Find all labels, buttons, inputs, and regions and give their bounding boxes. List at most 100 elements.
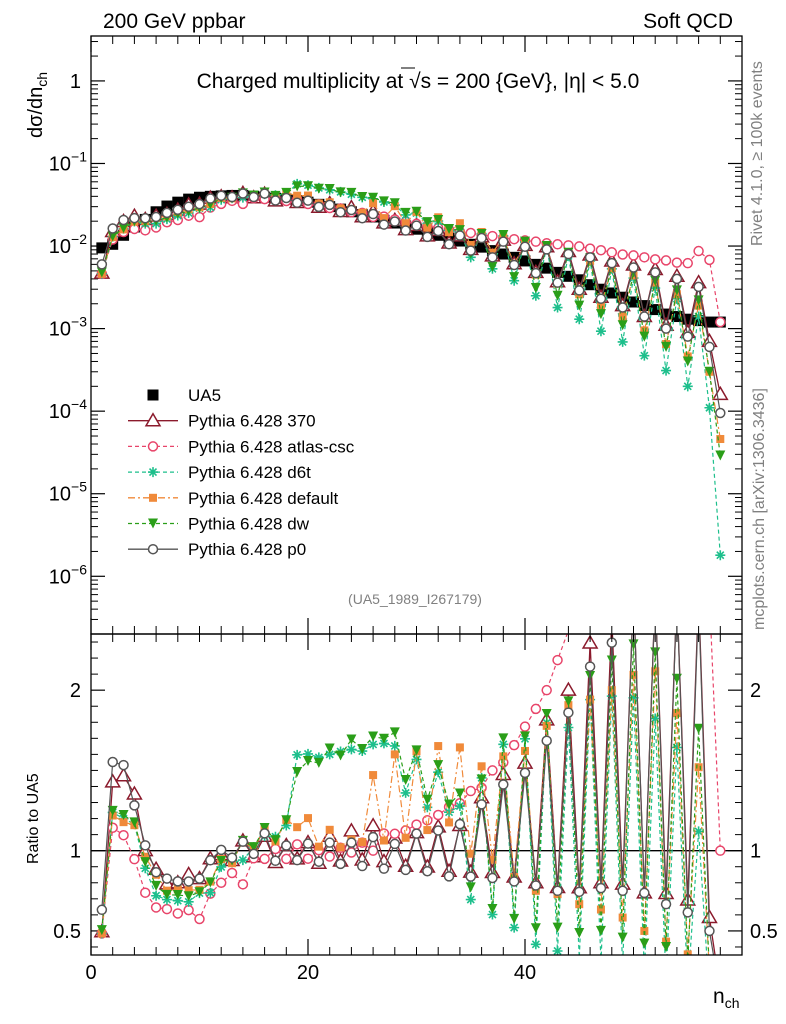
ratio-point-d6t (487, 909, 498, 920)
point-p0 (324, 199, 335, 211)
ratio-point-p0 (96, 904, 108, 916)
point-dw (118, 223, 129, 234)
ratio-point-def (314, 842, 323, 851)
ratio-point-dw (248, 842, 259, 853)
ratio-point-d6t (444, 807, 455, 818)
point-def (293, 191, 302, 200)
x-axis-label-sub: ch (725, 995, 740, 1011)
point-dw (107, 231, 118, 242)
analysis-label: (UA5_1989_I267179) (348, 591, 482, 607)
line-p0 (101, 192, 721, 414)
point-d6t (595, 326, 606, 337)
point-dw (335, 187, 346, 198)
point-atlas (465, 227, 476, 239)
ratio-point-d6t (454, 801, 465, 812)
point-dw (650, 275, 661, 286)
point-ua5 (541, 262, 553, 274)
ratio-point-dw (324, 743, 335, 754)
point-d6t (661, 365, 672, 376)
tick-exp: −5 (71, 479, 87, 495)
ratio-point-dw (357, 744, 368, 755)
legend-marker (149, 493, 157, 502)
point-ua5 (552, 266, 564, 278)
ratio-point-atlas (118, 829, 129, 841)
ratio-point-dw (292, 767, 303, 778)
x-axis: 0 20 40 (85, 36, 721, 984)
ratio-point-dw (465, 882, 476, 893)
ratio-point-def (575, 900, 584, 909)
ratio-point-dw (205, 877, 216, 888)
ratio-point-d6t (303, 748, 313, 759)
ratio-point-p0 (411, 828, 422, 839)
ratio-point-dw (661, 941, 672, 952)
point-p0 (563, 248, 574, 260)
point-p0 (639, 311, 650, 322)
ratio-point-dw (368, 731, 379, 742)
point-atlas (584, 243, 596, 254)
point-p0 (400, 225, 411, 236)
ratio-line-dw (101, 644, 710, 955)
ratio-point-atlas (324, 851, 335, 862)
ratio-point-atlas (552, 654, 563, 666)
ratio-point-p0 (118, 759, 129, 771)
point-ua5 (649, 304, 661, 316)
point-p0 (660, 323, 672, 334)
point-dw (639, 331, 650, 342)
point-def (455, 219, 464, 228)
ratio-point-atlas (129, 853, 140, 865)
point-d6t (574, 314, 585, 325)
ratio-point-dw (530, 923, 541, 934)
legend-marker (147, 441, 159, 452)
point-d6t (530, 290, 541, 301)
ratio-point-p0 (541, 735, 552, 746)
point-atlas (704, 254, 715, 266)
point-p0 (649, 267, 661, 278)
side-text-bottom: mcplots.cern.ch [arXiv:1306.3436] (751, 388, 768, 630)
ratio-series (93, 634, 726, 955)
ratio-point-p0 (270, 855, 281, 867)
main-plot-panel: 110−110−210−310−410−510−6 (49, 35, 743, 635)
ratio-point-dw (563, 696, 574, 707)
ratio-y-tick-label: 2 (70, 680, 81, 702)
ratio-point-def (586, 695, 595, 704)
point-ua5 (584, 279, 596, 291)
main-y-tick-label: 10−5 (49, 479, 87, 506)
legend-label: Pythia 6.428 default (188, 489, 339, 508)
legend-marker (148, 518, 158, 529)
ratio-point-dw (487, 904, 498, 915)
tick-base: 10 (49, 566, 71, 588)
ratio-point-p0 (465, 871, 476, 882)
ratio-point-d6t (693, 826, 704, 837)
tick-base: 10 (49, 319, 71, 341)
plot-title-sqrt: √s (409, 70, 431, 93)
legend-item-ua5: UA5 (147, 386, 221, 405)
ratio-point-dw (595, 925, 606, 936)
ratio-point-atlas (389, 828, 401, 840)
ratio-series-d6t (96, 691, 708, 955)
ratio-point-p0 (563, 707, 574, 718)
legend-item-d6t: Pythia 6.428 d6t (128, 463, 311, 482)
ratio-point-def (434, 742, 443, 751)
point-p0 (606, 257, 618, 269)
ratio-point-p0 (378, 863, 390, 874)
ratio-line-p370 (101, 634, 716, 955)
point-ua5 (562, 270, 574, 282)
point-dw (574, 300, 585, 311)
ratio-point-def (488, 855, 497, 864)
ratio-point-atlas (183, 904, 194, 916)
point-p0 (487, 252, 498, 263)
ratio-point-dw (313, 757, 324, 768)
ratio-point-atlas (259, 853, 270, 865)
ratio-point-d6t (650, 713, 661, 724)
ratio-point-p0 (367, 831, 379, 843)
ratio-point-p0 (107, 756, 118, 768)
point-def (369, 199, 378, 208)
series-p0 (96, 188, 726, 419)
point-p0 (584, 252, 596, 263)
tick-exp: −1 (71, 148, 87, 164)
tick-base: 10 (49, 401, 71, 423)
legend-label: UA5 (188, 386, 221, 405)
ratio-y-tick-label-right: 0.5 (750, 921, 778, 943)
ratio-point-dw (151, 880, 162, 891)
point-dw (530, 283, 541, 294)
